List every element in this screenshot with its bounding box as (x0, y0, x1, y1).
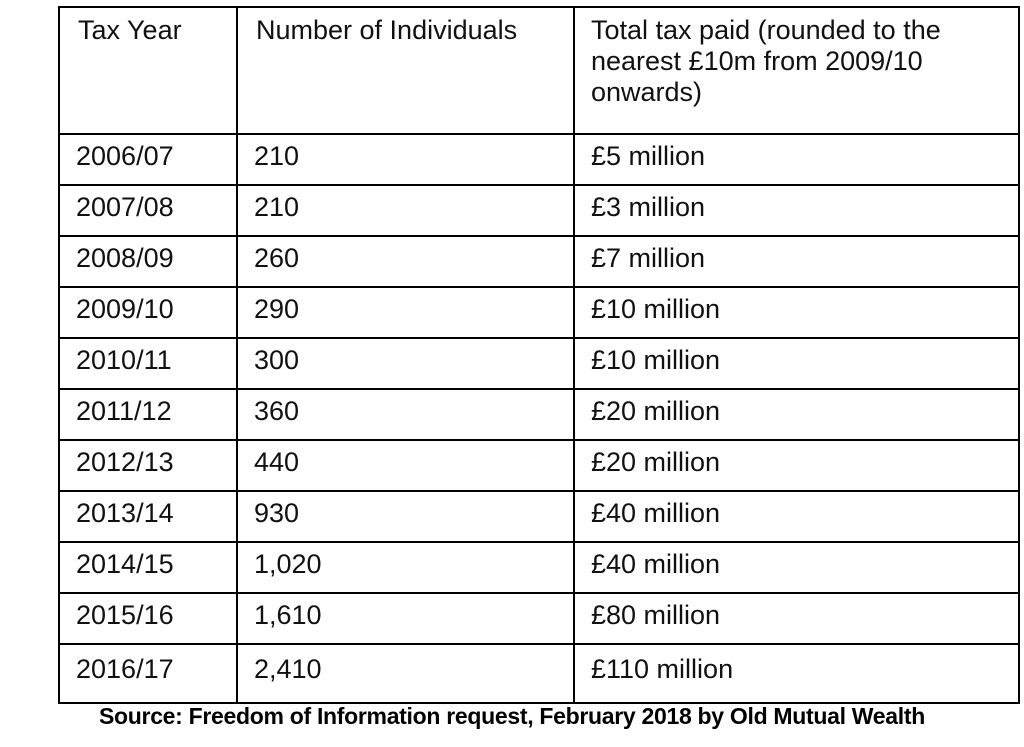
individuals-cell: 1,610 (236, 592, 575, 645)
tax-paid-cell: £40 million (573, 490, 1020, 543)
tax-year-cell: 2010/11 (58, 337, 238, 390)
tax-year-cell: 2015/16 (58, 592, 238, 645)
header-number-of-individuals: Number of Individuals (236, 6, 575, 135)
table-row: 2014/15 1,020 £40 million (58, 541, 1020, 594)
tax-year-cell: 2013/14 (58, 490, 238, 543)
tax-year-cell: 2016/17 (58, 643, 238, 704)
tax-paid-cell: £10 million (573, 286, 1020, 339)
header-tax-year: Tax Year (58, 6, 238, 135)
tax-paid-cell: £80 million (573, 592, 1020, 645)
table-row: 2013/14 930 £40 million (58, 490, 1020, 543)
tax-paid-cell: £7 million (573, 235, 1020, 288)
tax-table: Tax Year Number of Individuals Total tax… (58, 6, 1020, 704)
table-row: 2008/09 260 £7 million (58, 235, 1020, 288)
tax-year-cell: 2008/09 (58, 235, 238, 288)
tax-paid-cell: £40 million (573, 541, 1020, 594)
individuals-cell: 360 (236, 388, 575, 441)
individuals-cell: 210 (236, 184, 575, 237)
table-row: 2007/08 210 £3 million (58, 184, 1020, 237)
tax-year-cell: 2012/13 (58, 439, 238, 492)
table-row: 2016/17 2,410 £110 million (58, 643, 1020, 704)
tax-paid-cell: £10 million (573, 337, 1020, 390)
individuals-cell: 930 (236, 490, 575, 543)
table-row: 2006/07 210 £5 million (58, 133, 1020, 186)
tax-paid-cell: £110 million (573, 643, 1020, 704)
tax-paid-cell: £3 million (573, 184, 1020, 237)
individuals-cell: 2,410 (236, 643, 575, 704)
individuals-cell: 290 (236, 286, 575, 339)
tax-year-cell: 2006/07 (58, 133, 238, 186)
tax-year-cell: 2009/10 (58, 286, 238, 339)
header-total-tax-paid: Total tax paid (rounded to the nearest £… (573, 6, 1020, 135)
tax-paid-cell: £5 million (573, 133, 1020, 186)
table-row: 2009/10 290 £10 million (58, 286, 1020, 339)
individuals-cell: 300 (236, 337, 575, 390)
tax-paid-cell: £20 million (573, 388, 1020, 441)
tax-year-cell: 2011/12 (58, 388, 238, 441)
tax-year-cell: 2007/08 (58, 184, 238, 237)
tax-year-cell: 2014/15 (58, 541, 238, 594)
table-row: 2012/13 440 £20 million (58, 439, 1020, 492)
table-row: 2015/16 1,610 £80 million (58, 592, 1020, 645)
individuals-cell: 260 (236, 235, 575, 288)
table-row: 2011/12 360 £20 million (58, 388, 1020, 441)
table-row: 2010/11 300 £10 million (58, 337, 1020, 390)
table-header-row: Tax Year Number of Individuals Total tax… (58, 6, 1020, 135)
source-caption: Source: Freedom of Information request, … (99, 703, 925, 729)
tax-paid-cell: £20 million (573, 439, 1020, 492)
individuals-cell: 210 (236, 133, 575, 186)
individuals-cell: 1,020 (236, 541, 575, 594)
individuals-cell: 440 (236, 439, 575, 492)
